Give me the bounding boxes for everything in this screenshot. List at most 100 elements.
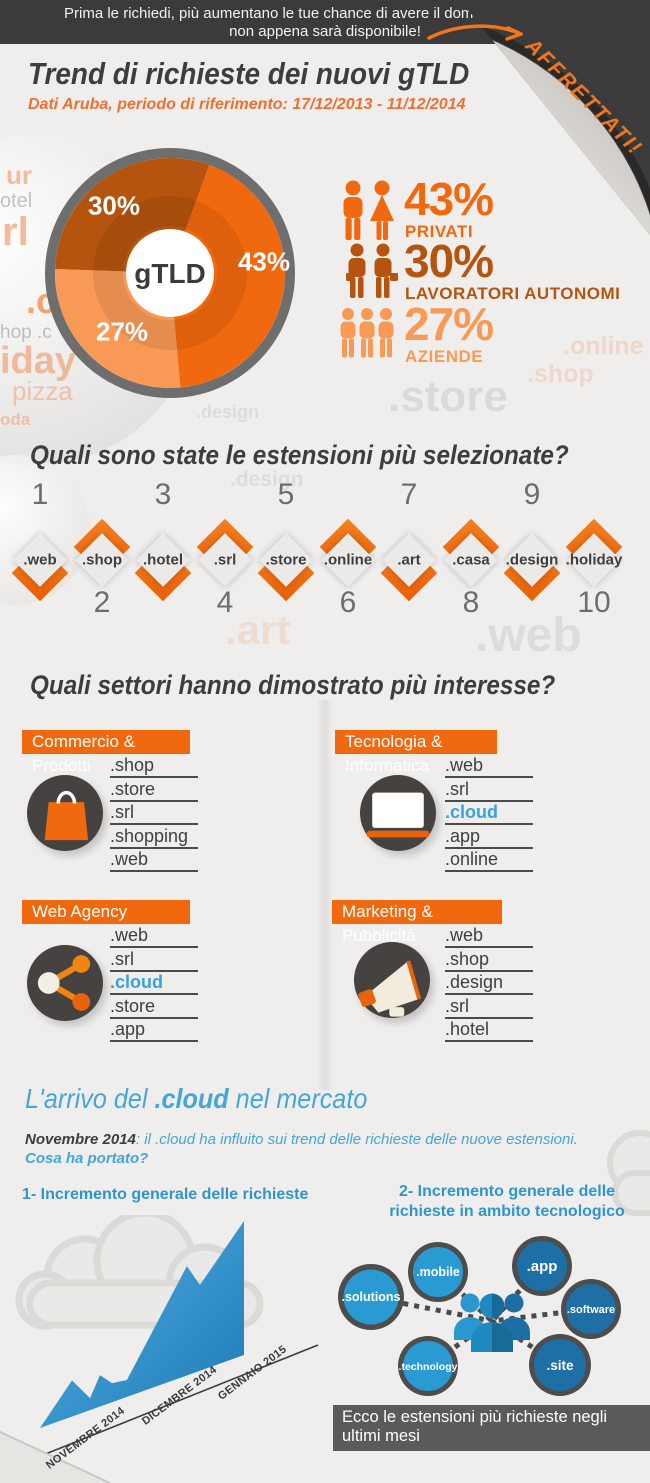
bubble-label: .mobile	[416, 1265, 460, 1279]
rank-number: 8	[462, 586, 480, 619]
businessmen-icons	[346, 243, 398, 298]
cloud-section-intro: Novembre 2014: il .cloud ha influito sui…	[25, 1130, 578, 1168]
point2-label: 2- Incremento generale delle richieste i…	[378, 1182, 636, 1222]
pie-center-circle	[126, 229, 214, 317]
list-item: .srl	[110, 803, 198, 825]
point2-line1: 2- Incremento generale delle	[398, 1183, 616, 1200]
extension-diamond-10: 10 .holiday	[556, 518, 632, 619]
extension-diamond-7: 7 .art	[371, 478, 447, 602]
watermark-word: ur	[6, 160, 32, 190]
intro-text: : il .cloud ha influito sui trend delle …	[135, 1131, 578, 1148]
watermark-word: .shop	[527, 360, 594, 388]
watermark-word: iday	[0, 340, 77, 382]
list-item: .srl	[445, 780, 533, 802]
extension-label: .art	[397, 551, 421, 569]
sector-extensions-list: .web .srl .cloud .store .app	[110, 926, 198, 1045]
watermark-word: .design	[196, 402, 260, 422]
sector-card-title-marketing: Marketing & Pubblicità	[332, 900, 502, 945]
bubble-label: .solutions	[341, 1290, 400, 1304]
section-title-extensions-text: Quali sono state le estensioni più selez…	[30, 440, 569, 470]
pie-slice-label-30: 30%	[87, 190, 141, 221]
sector-extensions-list: .web .shop .design .srl .hotel	[445, 926, 533, 1045]
extension-label: .hotel	[143, 551, 183, 569]
rank-number: 4	[216, 586, 234, 619]
rank-number: 1	[31, 478, 49, 511]
cloud-title-cloud: .cloud	[154, 1083, 229, 1114]
bubble-label: .software	[567, 1304, 615, 1316]
banner-line1: Prima le richiedi, più aumentano le tue …	[64, 5, 586, 22]
list-item: .shop	[445, 950, 533, 972]
pie-center-label: gTLD	[134, 258, 206, 289]
cloud-watermark-right	[607, 1130, 650, 1216]
area-chart	[27, 1221, 319, 1462]
list-item-highlight-cloud: .cloud	[445, 803, 533, 825]
list-item: .hotel	[445, 1020, 533, 1042]
extension-diamond-9: 9 .design	[494, 478, 570, 602]
pie-chart: gTLD	[45, 148, 295, 398]
page-curl-corner	[460, 0, 650, 235]
rank-number: 5	[277, 478, 295, 511]
extension-diamond-8: 8 .casa	[433, 518, 509, 619]
intro-question: Cosa ha portato?	[25, 1150, 149, 1167]
page-title-text: Trend di richieste dei nuovi gTLD	[28, 56, 470, 91]
section-title-extensions: Quali sono state le estensioni più selez…	[30, 440, 629, 471]
extension-diamond-3: 3 .hotel	[125, 478, 201, 602]
extension-label: .design	[505, 551, 559, 569]
bubble-technology: .technology	[398, 1336, 458, 1396]
stat-label-privati: PRIVATI	[405, 222, 474, 241]
bubble-label: .technology	[399, 1361, 458, 1373]
page-edge-corner	[0, 1430, 111, 1483]
x-axis	[27, 1344, 319, 1462]
share-icon	[37, 955, 91, 1011]
banner-line2: non appena sarà disponibile!	[229, 23, 421, 40]
shopping-bag-icon	[44, 790, 89, 841]
sector-icon-circle	[360, 775, 436, 851]
intro-date: Novembre 2014	[25, 1131, 136, 1148]
list-item: .srl	[445, 997, 533, 1019]
extension-label: .shop	[82, 551, 122, 569]
rank-number: 2	[93, 586, 111, 619]
list-item: .shop	[110, 756, 198, 778]
bubble-label: .app	[527, 1258, 558, 1275]
list-item: .web	[445, 756, 533, 778]
sector-card-title-tecnologia: Tecnologia & Informatica	[335, 730, 497, 775]
watermark-word: rl	[2, 210, 29, 254]
extensions-network: .solutions .mobile .app .software .site …	[338, 1236, 621, 1396]
watermark-word: otel	[0, 190, 33, 212]
page-title: Trend di richieste dei nuovi gTLD	[28, 56, 518, 92]
bubble-label: .site	[546, 1358, 574, 1373]
watermark-word: oda	[0, 410, 31, 429]
bubble-app: .app	[512, 1236, 572, 1296]
extension-diamond-1: 1 .web	[2, 478, 78, 602]
rank-number: 3	[154, 478, 172, 511]
sector-card-title-webagency: Web Agency	[22, 900, 190, 924]
pie-slice-label-43: 43%	[237, 246, 291, 277]
watermark-word: .online	[563, 332, 644, 360]
list-item: .shopping	[110, 827, 198, 849]
extension-label: .holiday	[565, 551, 623, 569]
rank-number: 7	[400, 478, 418, 511]
extension-label: .store	[265, 551, 307, 569]
list-item: .app	[110, 1020, 198, 1042]
cloud-section-title: L'arrivo del .cloud nel mercato	[25, 1083, 405, 1115]
people-group-icons	[340, 308, 394, 358]
rank-number: 6	[339, 586, 357, 619]
list-item: .online	[445, 850, 533, 872]
list-item: .web	[445, 926, 533, 948]
cloud-title-post: nel mercato	[228, 1083, 368, 1114]
point1-label: 1- Incremento generale delle richieste	[22, 1186, 309, 1203]
extension-label: .web	[23, 551, 57, 569]
bubble-software: .software	[561, 1279, 621, 1339]
sector-extensions-list: .shop .store .srl .shopping .web	[110, 756, 198, 875]
extension-diamond-6: 6 .online	[310, 518, 386, 619]
stat-value-autonomi: 30%	[404, 235, 494, 287]
bottom-caption: Ecco le estensioni più richieste negli u…	[333, 1405, 650, 1451]
column-divider	[316, 700, 334, 1090]
list-item-highlight-cloud: .cloud	[110, 973, 198, 995]
section-title-sectors: Quali settori hanno dimostrato più inter…	[30, 670, 614, 701]
extension-label: .casa	[452, 551, 490, 569]
list-item: .web	[110, 850, 198, 872]
banner-text: Prima le richiedi, più aumentano le tue …	[0, 5, 650, 41]
pie-slice-label-27: 27%	[95, 316, 149, 347]
